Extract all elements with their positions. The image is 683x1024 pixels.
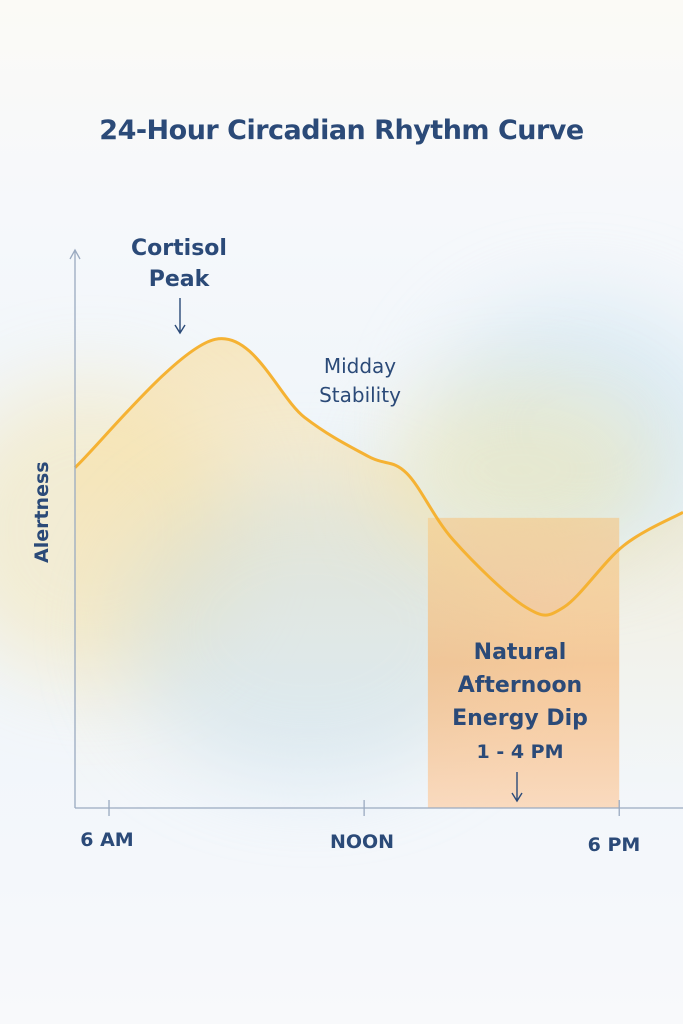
y-axis-label: Alertness (31, 461, 53, 563)
annotation-dip-time: 1 - 4 PM (476, 741, 564, 763)
cortisol-arrow-icon (174, 298, 186, 335)
annotation-cortisol-peak: Cortisol Peak (131, 236, 227, 292)
annotation-energy-dip: Natural Afternoon Energy Dip (452, 640, 588, 731)
alertness-curve (73, 337, 683, 617)
x-tick-label-6pm: 6 PM (587, 834, 641, 856)
curve-area-fill (75, 338, 683, 808)
chart-title: 24-Hour Circadian Rhythm Curve (99, 115, 584, 146)
x-tick-label-noon: NOON (329, 831, 395, 853)
annotation-midday-stability: Midday Stability (319, 354, 401, 407)
y-axis-arrow (69, 248, 81, 260)
x-tick-label-6am: 6 AM (80, 829, 134, 851)
dip-arrow-icon (511, 772, 523, 803)
